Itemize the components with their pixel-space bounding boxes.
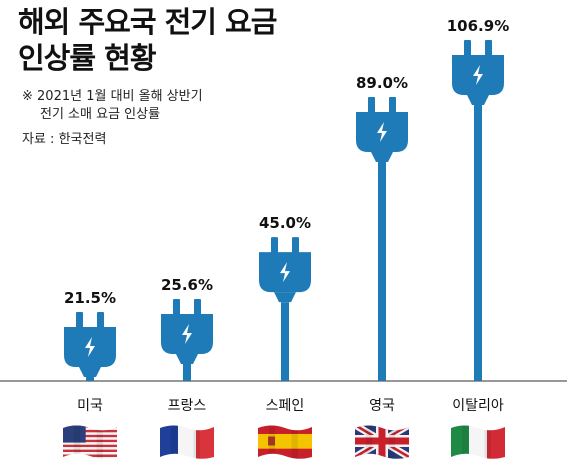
plug-prong-left (173, 298, 180, 316)
plug-neck (79, 367, 101, 377)
plug-prong-left (76, 312, 83, 329)
bar-plug-2: 45.0% 스페인 (259, 214, 311, 414)
category-label-2: 스페인 (266, 398, 305, 414)
chart-title: 해외 주요국 전기 요금 인상률 현황 (18, 4, 348, 76)
plug-neck (371, 152, 393, 163)
lightning-icon (473, 65, 483, 85)
plug-cord (474, 105, 482, 381)
plug-prong-right (389, 97, 396, 115)
lightning-icon (85, 337, 95, 357)
category-label-1: 프랑스 (168, 398, 207, 414)
plug-neck (274, 292, 296, 303)
plug-cord (378, 162, 386, 381)
bar-plug-4: 106.9% 이탈리아 (447, 17, 509, 414)
value-label-1: 25.6% (161, 276, 213, 294)
france-flag (160, 425, 214, 459)
us-flag (63, 425, 117, 459)
lightning-icon (377, 122, 387, 143)
chart-note: ※ 2021년 1월 대비 올해 상반기 전기 소매 요금 인상률 (22, 88, 282, 124)
value-label-3: 89.0% (356, 74, 408, 92)
plug-prong-left (368, 97, 375, 115)
chart-title-line2: 인상률 현황 (18, 41, 157, 75)
plug-prong-right (97, 312, 104, 329)
bar-plug-1: 25.6% 프랑스 (161, 276, 213, 414)
value-label-4: 106.9% (447, 17, 509, 35)
plug-prong-left (464, 40, 471, 57)
lightning-icon (182, 323, 192, 344)
plug-prong-right (292, 237, 299, 255)
spain-flag (258, 425, 312, 459)
plug-prong-right (485, 40, 492, 57)
note-line1: ※ 2021년 1월 대비 올해 상반기 (22, 89, 203, 104)
uk-flag (355, 425, 409, 459)
bar-plug-3: 89.0% 영국 (356, 74, 408, 414)
bar-plug-0: 21.5% 미국 (64, 289, 116, 414)
plug-neck (176, 353, 198, 364)
source-label: 자료 : 한국전력 (22, 132, 107, 147)
plug-prong-left (271, 237, 278, 255)
plug-neck (467, 95, 489, 105)
category-label-3: 영국 (369, 398, 395, 414)
plug-cord (86, 377, 94, 381)
plug-cord (281, 302, 289, 381)
value-label-2: 45.0% (259, 214, 311, 232)
plug-prong-right (194, 298, 201, 316)
category-label-4: 이탈리아 (452, 398, 504, 414)
value-label-0: 21.5% (64, 289, 116, 307)
plug-cord (183, 363, 191, 381)
lightning-icon (280, 262, 290, 283)
note-line2: 전기 소매 요금 인상률 (40, 107, 161, 122)
italy-flag (451, 425, 505, 459)
category-label-0: 미국 (77, 398, 103, 414)
chart-title-line1: 해외 주요국 전기 요금 (18, 5, 277, 39)
